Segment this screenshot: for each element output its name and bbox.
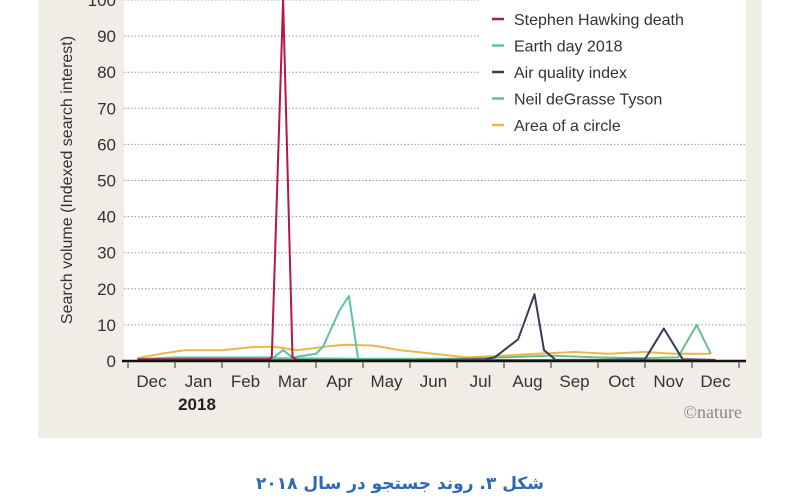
- series-line-area-of-a-circle: [137, 343, 711, 360]
- y-tick-label: 80: [97, 63, 116, 82]
- nature-credit: ©nature: [683, 402, 742, 422]
- x-tick-label: Feb: [231, 372, 260, 391]
- x-tick-label: Nov: [653, 372, 684, 391]
- y-tick-label: 60: [97, 135, 116, 154]
- y-tick-label: 100: [88, 0, 116, 10]
- x-tick-label: Sep: [559, 372, 589, 391]
- x-tick-label: May: [370, 372, 403, 391]
- x-tick-label: Aug: [512, 372, 542, 391]
- y-tick-label: 40: [97, 208, 116, 227]
- legend-label: Air quality index: [514, 65, 627, 82]
- y-axis-label: Search volume (Indexed search interest): [59, 36, 76, 324]
- y-tick-label: 90: [97, 27, 116, 46]
- legend-label: Area of a circle: [514, 118, 621, 135]
- legend-label: Stephen Hawking death: [514, 12, 684, 29]
- x-tick-label: Oct: [608, 372, 635, 391]
- figure-caption: شکل ۳. روند جستجو در سال ۲۰۱۸: [256, 474, 544, 494]
- y-tick-label: 0: [107, 352, 116, 371]
- x-tick-label: Jan: [185, 372, 212, 391]
- x-tick-label: Jul: [470, 372, 492, 391]
- legend: Stephen Hawking death Earth day 2018 Air q…: [492, 12, 684, 135]
- y-tick-label: 30: [97, 244, 116, 263]
- y-tick-label: 70: [97, 99, 116, 118]
- legend-label: Earth day 2018: [514, 39, 623, 56]
- x-tick-label: Dec: [700, 372, 731, 391]
- x-tick-label: Apr: [326, 372, 353, 391]
- x-tick-label: Jun: [420, 372, 447, 391]
- y-tick-label: 10: [97, 316, 116, 335]
- x-tick-label: Dec: [136, 372, 167, 391]
- y-tick-label: 20: [97, 280, 116, 299]
- x-tick-label: Mar: [278, 372, 308, 391]
- legend-box: [480, 0, 746, 142]
- legend-label: Neil deGrasse Tyson: [514, 92, 662, 109]
- y-tick-label: 50: [97, 172, 116, 191]
- year-label: 2018: [178, 395, 216, 414]
